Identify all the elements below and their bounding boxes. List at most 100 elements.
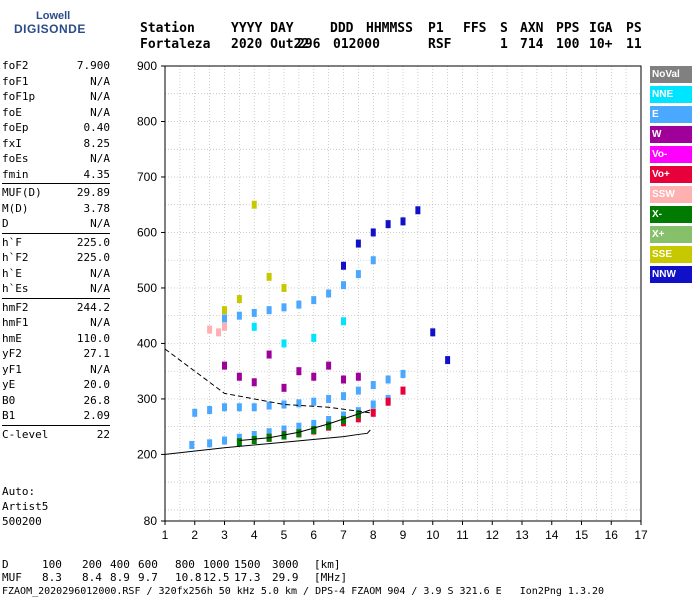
data-point	[296, 300, 302, 309]
param-row: M(D) 3.78	[2, 201, 110, 217]
param-value: 4.35	[83, 167, 111, 181]
data-point	[222, 436, 227, 445]
header-label: FFS	[463, 21, 487, 36]
param-value: 8.25	[83, 136, 111, 150]
param-value: 110.0	[76, 331, 110, 345]
header-label: P1	[428, 21, 444, 36]
param-name: foF1	[2, 74, 29, 88]
data-point	[296, 429, 302, 438]
header-label: IGA	[589, 21, 613, 36]
param-value: 225.0	[76, 251, 110, 264]
data-point	[296, 422, 302, 431]
legend-item: NNE	[650, 86, 692, 103]
data-point	[341, 416, 346, 425]
profile-curve	[164, 348, 371, 414]
row-value: 29.9	[272, 571, 299, 584]
param-name: foEp	[2, 121, 29, 134]
x-tick-label: 11	[456, 528, 469, 542]
y-tick-label: 600	[137, 225, 157, 239]
param-row: yF1 N/A	[2, 362, 110, 378]
data-point	[281, 425, 287, 434]
data-point	[281, 383, 287, 392]
data-point	[370, 256, 376, 265]
data-point	[281, 431, 287, 440]
row-unit: [MHz]	[314, 571, 348, 584]
param-value: 7.900	[76, 59, 110, 72]
data-point	[311, 372, 317, 381]
row-value: 9.7	[138, 571, 158, 584]
legend-item: X-	[650, 206, 692, 223]
data-point	[192, 408, 198, 417]
param-value: N/A	[90, 316, 110, 329]
row-value: 8.4	[82, 571, 102, 584]
param-name: hmF2	[2, 300, 29, 314]
param-row: hmF2 244.2	[2, 300, 110, 316]
data-point	[207, 325, 213, 334]
header-value: Fortaleza	[140, 37, 211, 52]
param-row: hmF1 N/A	[2, 315, 110, 331]
param-row: foF2 7.900	[2, 58, 110, 74]
param-divider	[2, 232, 110, 234]
x-tick-label: 5	[281, 528, 288, 542]
data-point	[281, 400, 287, 409]
header-value: 012000	[333, 37, 380, 52]
row-value: 10.8	[175, 571, 202, 584]
data-point	[341, 411, 346, 420]
data-point	[355, 270, 361, 279]
param-value: N/A	[90, 74, 110, 88]
data-point	[281, 339, 287, 348]
param-name: h`Es	[2, 282, 29, 295]
header-value: 2020 Out22	[231, 37, 310, 52]
row-value: 8.3	[42, 571, 62, 584]
param-row: foE N/A	[2, 105, 110, 121]
x-tick-label: 16	[605, 528, 619, 542]
data-point	[281, 283, 287, 292]
data-point	[266, 401, 272, 410]
row-value: 12.5	[203, 571, 230, 584]
header-label: PPS	[556, 21, 580, 36]
y-tick-label: 800	[137, 114, 157, 128]
legend-item: Vo-	[650, 146, 692, 163]
data-point	[266, 350, 272, 359]
param-value: N/A	[90, 152, 110, 165]
header-label: HHMMSS	[366, 21, 413, 36]
legend-item: SSW	[650, 186, 692, 203]
x-tick-label: 6	[310, 528, 317, 542]
data-point	[251, 200, 257, 209]
param-name: yF1	[2, 362, 22, 376]
legend-item: NNW	[650, 266, 692, 283]
param-value: 244.2	[76, 300, 110, 314]
row-value: 200	[82, 558, 102, 571]
param-name: h`E	[2, 266, 22, 280]
param-name: fxI	[2, 136, 22, 150]
param-name: B0	[2, 393, 16, 407]
row-value: 1500	[234, 558, 261, 571]
data-point	[326, 421, 332, 430]
data-point	[370, 400, 376, 409]
y-tick-label: 700	[137, 170, 157, 184]
param-name: fmin	[2, 167, 29, 181]
x-tick-label: 17	[634, 528, 648, 542]
data-point	[266, 272, 272, 281]
legend-item: NoVal	[650, 66, 692, 83]
header-label: S	[500, 21, 508, 36]
param-row: yE 20.0	[2, 377, 110, 393]
param-row: h`E N/A	[2, 266, 110, 282]
header-value: 100	[556, 37, 580, 52]
param-row: C-level 22	[2, 427, 110, 443]
data-point	[311, 333, 317, 342]
legend-item: W	[650, 126, 692, 143]
y-tick-label: 80	[144, 514, 158, 528]
param-value: 2.09	[83, 409, 111, 422]
row-value: 400	[110, 558, 130, 571]
data-point	[355, 372, 361, 381]
param-row: yF2 27.1	[2, 346, 110, 362]
param-value: 0.40	[83, 121, 111, 134]
logo-lowell: Lowell	[36, 10, 71, 22]
param-value: 3.78	[83, 201, 111, 215]
data-point	[370, 408, 376, 417]
x-tick-label: 1	[162, 528, 169, 542]
param-row: D N/A	[2, 216, 110, 232]
param-name: foF2	[2, 59, 29, 72]
